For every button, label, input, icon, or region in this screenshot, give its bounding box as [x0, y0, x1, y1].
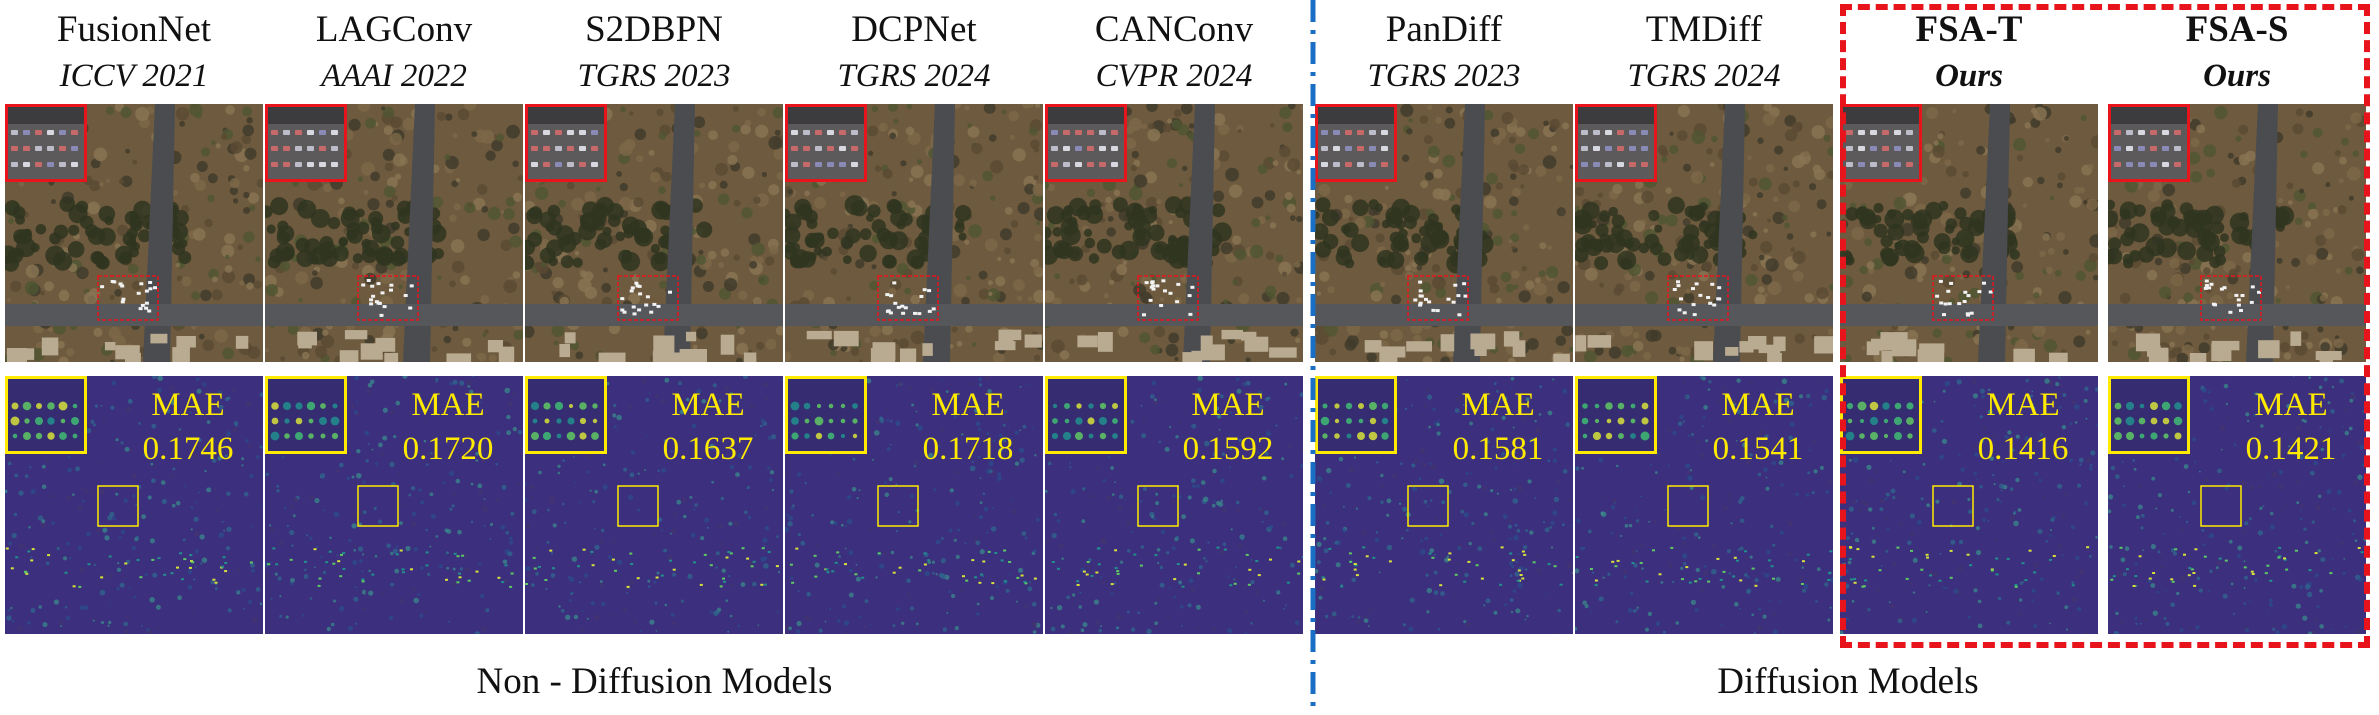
- fused-image: [265, 104, 523, 362]
- mae-label: MAE: [1693, 386, 1823, 424]
- fused-image: [785, 104, 1043, 362]
- fused-image: [1315, 104, 1573, 362]
- mae-value: 0.1541: [1693, 430, 1823, 468]
- mae-value: 0.1720: [383, 430, 513, 468]
- mae-value: 0.1718: [903, 430, 1033, 468]
- mae-value: 0.1637: [643, 430, 773, 468]
- mae-label: MAE: [383, 386, 513, 424]
- method-venue: TGRS 2024: [785, 56, 1043, 96]
- method-name: TMDiff: [1575, 8, 1833, 52]
- mae-value: 0.1592: [1163, 430, 1293, 468]
- method-name: CANConv: [1045, 8, 1303, 52]
- ours-highlight-box: [1840, 4, 2370, 648]
- group-label-diffusion: Diffusion Models: [1317, 660, 2379, 704]
- group-separator: [1309, 0, 1317, 710]
- method-name: FusionNet: [5, 8, 263, 52]
- fused-image: [1575, 104, 1833, 362]
- mae-label: MAE: [643, 386, 773, 424]
- method-venue: AAAI 2022: [265, 56, 523, 96]
- fused-image: [525, 104, 783, 362]
- method-venue: CVPR 2024: [1045, 56, 1303, 96]
- method-venue: ICCV 2021: [5, 56, 263, 96]
- fused-image: [5, 104, 263, 362]
- group-label-non-diffusion: Non - Diffusion Models: [0, 660, 1309, 704]
- mae-label: MAE: [1433, 386, 1563, 424]
- method-venue: TGRS 2023: [1315, 56, 1573, 96]
- method-name: S2DBPN: [525, 8, 783, 52]
- method-name: PanDiff: [1315, 8, 1573, 52]
- mae-value: 0.1581: [1433, 430, 1563, 468]
- method-venue: TGRS 2024: [1575, 56, 1833, 96]
- method-venue: TGRS 2023: [525, 56, 783, 96]
- mae-label: MAE: [123, 386, 253, 424]
- mae-label: MAE: [903, 386, 1033, 424]
- mae-label: MAE: [1163, 386, 1293, 424]
- fused-image: [1045, 104, 1303, 362]
- method-name: LAGConv: [265, 8, 523, 52]
- method-name: DCPNet: [785, 8, 1043, 52]
- mae-value: 0.1746: [123, 430, 253, 468]
